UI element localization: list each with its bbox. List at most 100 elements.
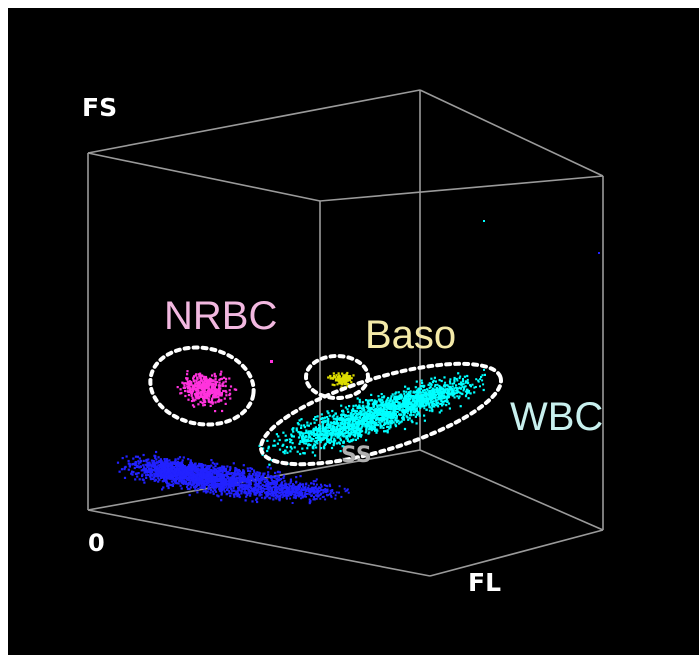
nrbc-point: [186, 380, 189, 383]
rbc-point: [304, 486, 307, 489]
outlier-point: [483, 220, 485, 222]
wbc-point: [391, 399, 394, 402]
nrbc-point: [179, 388, 182, 391]
wbc-point: [404, 402, 407, 405]
rbc-point: [232, 477, 235, 480]
wbc-point: [410, 419, 413, 422]
rbc-point: [133, 462, 136, 465]
wbc-point: [335, 420, 338, 423]
wbc-point: [356, 407, 359, 410]
rbc-point: [300, 492, 303, 495]
wbc-point: [453, 378, 456, 381]
wbc-point: [303, 424, 306, 427]
wbc-point: [428, 409, 431, 412]
nrbc-point: [200, 385, 203, 388]
wbc-point: [458, 395, 461, 398]
nrbc-point: [190, 392, 194, 395]
rbc-point: [204, 483, 207, 486]
wbc-point: [422, 397, 425, 400]
rbc-point: [299, 485, 301, 488]
rbc-point: [324, 498, 327, 501]
wbc-point: [436, 383, 439, 386]
rbc-point: [312, 498, 315, 501]
wbc-point: [419, 390, 421, 393]
wbc-point: [347, 432, 350, 435]
rbc-point: [216, 484, 219, 487]
wbc-point: [455, 391, 458, 394]
wbc-point: [378, 411, 381, 414]
wbc-point: [306, 424, 309, 427]
wbc-point: [313, 421, 316, 424]
nrbc-point: [193, 405, 196, 408]
wbc-point: [274, 444, 277, 447]
rbc-point: [269, 485, 272, 488]
wbc-point: [362, 418, 365, 421]
wbc-point: [370, 393, 373, 396]
nrbc-point: [179, 392, 182, 395]
rbc-point: [260, 493, 263, 496]
rbc-point: [220, 499, 223, 502]
wbc-point: [347, 417, 350, 420]
rbc-point: [174, 477, 177, 480]
nrbc-point: [204, 400, 207, 403]
wbc-point: [370, 410, 373, 414]
wbc-point: [459, 405, 462, 408]
wbc-point: [443, 376, 446, 379]
rbc-point: [256, 500, 259, 504]
wbc-point: [338, 429, 341, 432]
rbc-point: [248, 481, 251, 484]
wbc-point: [411, 404, 414, 407]
wbc-point: [385, 400, 388, 403]
wbc-point: [433, 376, 436, 379]
rbc-point: [199, 480, 202, 483]
wbc-point: [408, 391, 411, 394]
rbc-point: [145, 458, 148, 461]
rbc-point: [205, 470, 208, 474]
rbc-point: [206, 490, 209, 493]
rbc-point: [219, 485, 222, 488]
wbc-point: [414, 386, 417, 389]
wbc-point: [413, 397, 416, 400]
rbc-point: [177, 477, 181, 480]
wbc-point: [388, 412, 392, 415]
rbc-point: [151, 461, 154, 465]
wbc-point: [454, 392, 457, 395]
wbc-point: [469, 392, 472, 395]
rbc-point: [128, 465, 131, 468]
rbc-point: [200, 483, 203, 486]
wbc-point: [418, 398, 421, 401]
wbc-point: [406, 403, 409, 407]
wbc-point: [382, 410, 386, 413]
rbc-point: [210, 480, 214, 483]
rbc-point: [203, 480, 206, 483]
wbc-point: [307, 424, 310, 427]
wbc-point: [370, 423, 373, 426]
rbc-point: [173, 480, 177, 483]
wbc-point: [354, 438, 357, 441]
wbc-point: [466, 378, 469, 381]
wbc-point: [397, 419, 400, 422]
rbc-point: [221, 489, 224, 492]
wbc-point: [327, 417, 330, 420]
rbc-point: [297, 495, 300, 498]
rbc-point: [232, 487, 235, 490]
rbc-point: [174, 472, 177, 475]
nrbc-point: [215, 389, 218, 392]
wbc-point: [431, 397, 434, 400]
rbc-point: [208, 487, 211, 490]
baso-point: [340, 386, 343, 389]
rbc-point: [289, 491, 292, 494]
rbc-point: [265, 483, 268, 486]
rbc-point: [231, 474, 234, 477]
wbc-point: [386, 415, 389, 418]
wbc-point: [278, 448, 282, 451]
wbc-point: [298, 442, 301, 445]
wbc-point: [292, 435, 295, 438]
wbc-point: [388, 420, 392, 423]
nrbc-point: [222, 389, 225, 393]
rbc-point: [162, 468, 165, 471]
wbc-point: [295, 429, 298, 432]
rbc-point: [238, 489, 241, 492]
rbc-point: [286, 494, 289, 497]
nrbc-point: [217, 400, 221, 403]
